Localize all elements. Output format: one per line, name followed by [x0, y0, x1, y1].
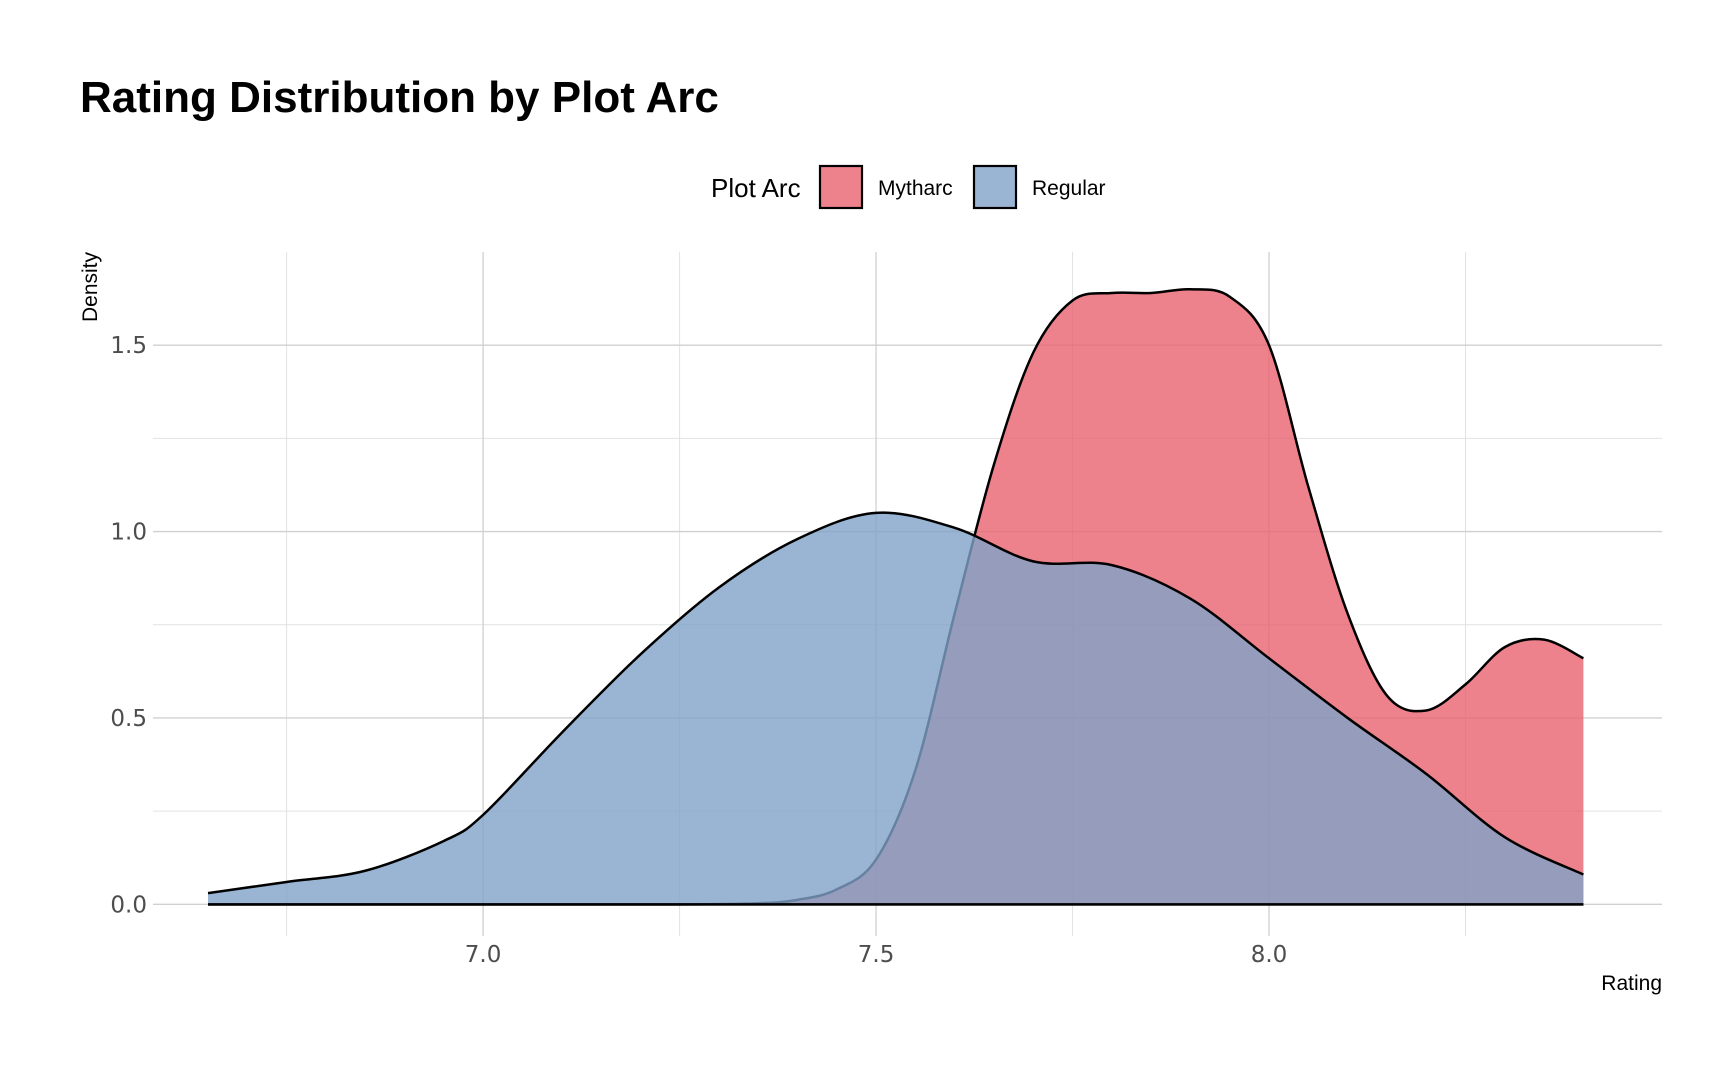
y-tick-label: 1.0: [110, 520, 147, 546]
legend: Plot Arc Mytharc Regular: [711, 164, 1106, 210]
density-line-regular: [207, 511, 1584, 895]
x-tick-label: 7.0: [465, 942, 502, 968]
legend-title: Plot Arc: [711, 173, 801, 203]
legend-key-regular: [972, 164, 1018, 210]
y-tick-label: 1.5: [110, 333, 147, 359]
x-tick-label: 8.0: [1251, 942, 1288, 968]
x-tick-label: 7.5: [858, 942, 895, 968]
density-area-regular: [208, 512, 1584, 905]
x-axis-label: Rating: [1601, 972, 1662, 995]
x-axis-ticks: 7.0 7.5 8.0: [465, 942, 1288, 968]
chart-title: Rating Distribution by Plot Arc: [80, 73, 719, 122]
y-tick-label: 0.5: [110, 706, 147, 732]
legend-label-regular: Regular: [1032, 177, 1106, 200]
density-areas: [207, 287, 1584, 906]
y-axis-ticks: 0.0 0.5 1.0 1.5: [110, 333, 147, 918]
legend-label-mytharc: Mytharc: [878, 177, 953, 200]
y-axis-label: Density: [79, 252, 102, 323]
y-tick-label: 0.0: [110, 892, 147, 918]
legend-key-mytharc: [818, 164, 864, 210]
